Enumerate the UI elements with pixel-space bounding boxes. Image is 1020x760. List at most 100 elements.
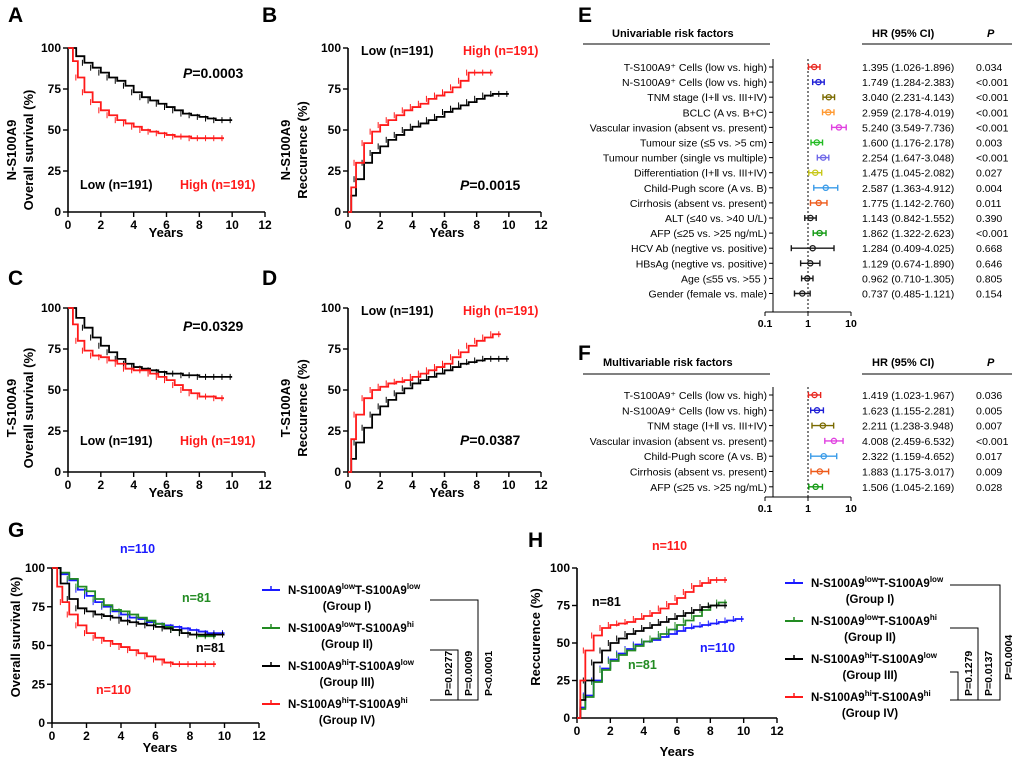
panel-c-y-tick-label: 25 <box>48 424 62 438</box>
panel-d-low-label: Low (n=191) <box>361 304 434 318</box>
panel-a-y-tick-label: 100 <box>41 41 61 55</box>
panel-g-bracket-mid <box>430 649 459 700</box>
panel-e-p-value: <0.001 <box>976 228 1009 240</box>
panel-e-x-tick-label: 10 <box>845 318 857 330</box>
panel-e-hr-value: 1.129 (0.674-1.890) <box>862 258 954 270</box>
panel-g-series-group-iv <box>52 567 216 665</box>
panel-e-factor-label: TNM stage (Ⅰ+Ⅱ vs. III+IV) <box>647 92 767 104</box>
panel-h-y-tick-label: 75 <box>557 599 571 613</box>
panel-c-x-tick-label: 12 <box>258 478 272 492</box>
panel-h-xlabel: Years <box>660 744 695 759</box>
panel-h-x-tick-label: 6 <box>674 724 681 738</box>
panel-e-p-value: <0.001 <box>976 77 1009 89</box>
panel-c-y-tick-label: 0 <box>54 465 61 479</box>
panel-e-factor-label: BCLC (A vs. B+C) <box>683 107 767 119</box>
panel-g-n-red: n=110 <box>96 683 131 697</box>
panel-g-x-tick-label: 0 <box>49 729 56 743</box>
panel-e-p-value: 0.390 <box>976 213 1002 225</box>
panel-f-factor-label: TNM stage (Ⅰ+Ⅱ vs. III+IV) <box>647 421 767 433</box>
panel-f-hr-value: 1.419 (1.023-1.967) <box>862 390 954 402</box>
panel-h-legend-group: (Group I) <box>846 594 895 606</box>
panel-e-p-value: <0.001 <box>976 122 1009 134</box>
panel-h-pval-brackets: P=0.1279 P=0.0137 P=0.0004 <box>950 584 1015 701</box>
panel-e-hr-value: 1.749 (1.284-2.383) <box>862 77 954 89</box>
panel-c-xlabel: Years <box>149 485 184 500</box>
panel-f-hr-point <box>812 483 819 491</box>
panel-b-ylabel-top: N-S100A9 <box>278 120 293 181</box>
panel-e-hr-point <box>804 275 811 282</box>
panel-g-label: G <box>8 519 24 542</box>
panel-e-hr-point <box>825 109 832 116</box>
panel-a-y-tick-label: 0 <box>54 205 61 219</box>
panel-f-hr-value: 1.883 (1.175-3.017) <box>862 467 954 479</box>
panel-e-p-value: <0.001 <box>976 107 1009 119</box>
panel-b-x-tick-label: 8 <box>473 218 480 232</box>
panel-e-hr-point <box>816 229 823 237</box>
panel-g-plot: 0 25 50 75 100 0 2 4 6 8 10 12 <box>25 561 266 743</box>
panel-e-hr-value: 0.737 (0.485-1.121) <box>862 289 954 301</box>
panel-h-legend-label: N-S100A9lowT-S100A9hi <box>811 613 937 628</box>
panel-c-y-tick-label: 75 <box>48 342 62 356</box>
panel-e-factor-label: Child-Pugh score (A vs. B) <box>644 183 767 195</box>
panel-h-x-tick-label: 2 <box>607 724 614 738</box>
panel-e-p-value: 0.011 <box>976 198 1002 210</box>
panel-h-bracket-mid <box>950 627 979 700</box>
panel-c-plot: 0 25 50 75 100 0 2 4 6 8 10 12 <box>41 301 272 492</box>
panel-f-factor-label: T-S100A9⁺ Cells (low vs. high) <box>624 390 767 402</box>
panel-g-legend: N-S100A9lowT-S100A9low (Group I) N-S100A9l… <box>262 582 421 727</box>
panel-e-factor-label: T-S100A9⁺ Cells (low vs. high) <box>624 62 767 74</box>
panel-g-bracket-outer <box>430 599 479 701</box>
panel-g-legend-group: (Group II) <box>321 639 373 651</box>
panel-h-legend-group: (Group II) <box>844 632 896 644</box>
panel-e-plot: 0.1 1 10 T-S100A9⁺ Cells (low vs. high) 1.39… <box>590 59 1009 330</box>
panel-h-x-tick-label: 0 <box>574 724 581 738</box>
panel-g-y-tick-label: 75 <box>32 600 46 614</box>
panel-f-label: F <box>578 342 591 365</box>
panel-b-x-tick-label: 6 <box>441 218 448 232</box>
panel-h-legend-group: (Group III) <box>843 670 898 682</box>
panel-h-y-tick-label: 100 <box>550 561 570 575</box>
panel-a-x-tick-label: 12 <box>258 218 272 232</box>
panel-e-hr-value: 1.395 (1.026-1.896) <box>862 62 954 74</box>
panel-c-x-tick-label: 4 <box>130 478 137 492</box>
panel-f-hr-value: 2.211 (1.238-3.948) <box>862 421 953 433</box>
panel-e-x-tick-label: 0.1 <box>758 318 773 330</box>
panel-h-x-tick-label: 8 <box>707 724 714 738</box>
panel-b-y-tick-label: 25 <box>328 164 342 178</box>
panel-d-ylabel-bottom: Reccurence (%) <box>295 359 310 457</box>
panel-g-pval-1: P=0.0277 <box>443 651 455 696</box>
panel-f-hr-point <box>819 422 827 429</box>
panel-d-x-tick-label: 6 <box>441 478 448 492</box>
panel-g-legend-group: (Group III) <box>320 677 375 689</box>
panel-e-hr-value: 1.475 (1.045-2.082) <box>862 168 954 180</box>
panel-e-header-p: P <box>987 28 995 40</box>
panel-e-hr-value: 1.775 (1.142-2.760) <box>862 198 954 210</box>
panel-h-bracket-inner <box>950 671 959 700</box>
panel-c-series-high-n-191 <box>68 307 224 400</box>
panel-h-y-tick-label: 25 <box>557 674 571 688</box>
panel-b-ylabel-bottom: Reccurence (%) <box>295 101 310 199</box>
panel-f-hr-point <box>811 391 818 399</box>
panel-f-p-value: 0.007 <box>976 421 1002 433</box>
panel-h-legend-label: N-S100A9hiT-S100A9low <box>811 651 938 666</box>
panel-b-p-value: P=0.0015 <box>460 177 521 193</box>
panel-e-hr-value: 1.143 (0.842-1.552) <box>862 213 954 225</box>
panel-g-legend-label: N-S100A9hiT-S100A9low <box>288 658 415 673</box>
panel-e-factor-label: Age (≤55 vs. >55 ) <box>681 273 767 285</box>
panel-d-series-high-n-191 <box>348 333 501 473</box>
panel-d-y-tick-label: 50 <box>328 383 342 397</box>
panel-e-factor-label: N-S100A9⁺ Cells (low vs. high) <box>622 77 767 89</box>
panel-g-legend-group: (Group IV) <box>319 715 375 727</box>
panel-e-factor-label: Differentiation (Ⅰ+Ⅱ vs. III+IV) <box>634 168 767 180</box>
panel-e-factor-label: Tumour number (single vs multiple) <box>603 153 767 165</box>
panel-f-header-factors: Multivariable risk factors <box>603 357 733 369</box>
panel-e-hr-value: 3.040 (2.231-4.143) <box>862 92 954 104</box>
panel-e-x-tick-label: 1 <box>805 318 811 330</box>
panel-h-n-green: n=81 <box>628 658 657 672</box>
panel-e-factor-label: Cirrhosis (absent vs. present) <box>630 198 767 210</box>
panel-b-y-tick-label: 75 <box>328 82 342 96</box>
panel-e-hr-value: 2.587 (1.363-4.912) <box>862 183 954 195</box>
panel-e-hr-point <box>807 260 814 267</box>
panel-g: G Overall survival (%) Years n=110 n=81 … <box>8 519 225 755</box>
